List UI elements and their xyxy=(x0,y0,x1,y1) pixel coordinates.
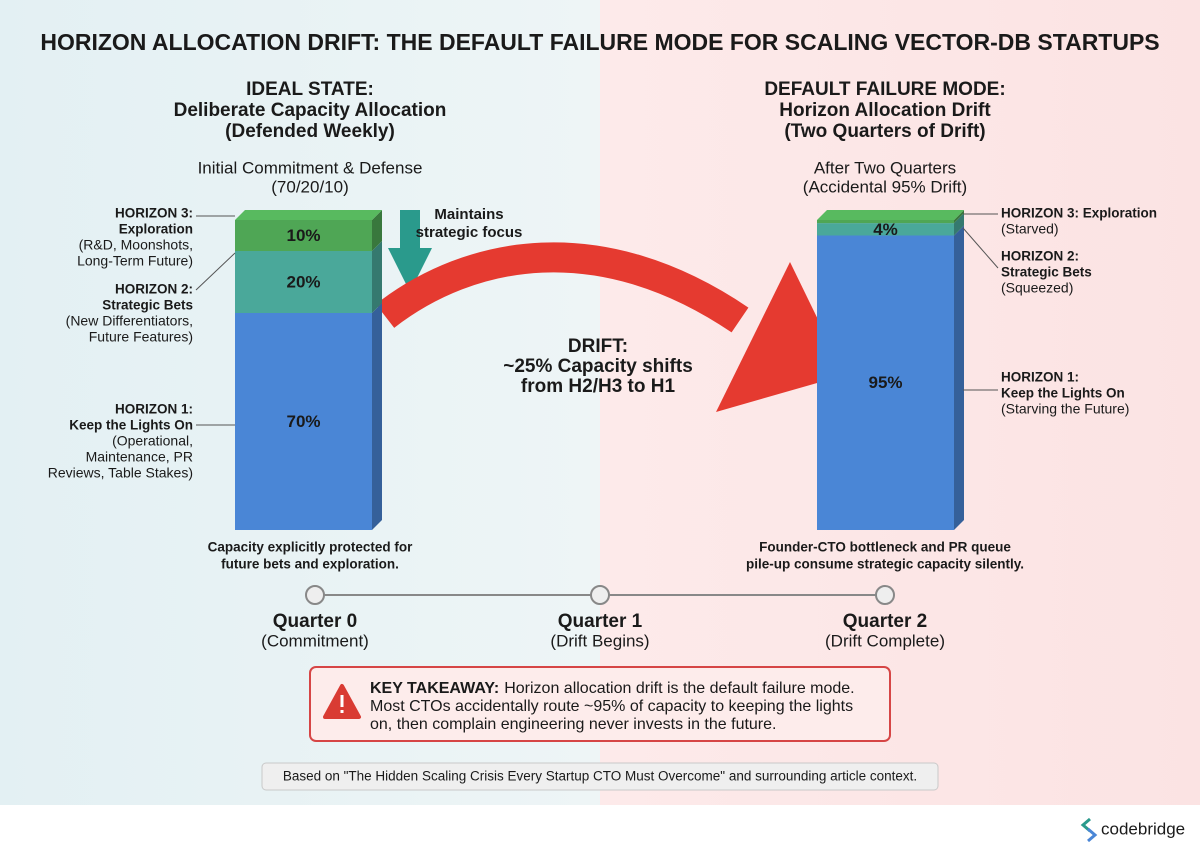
source-box xyxy=(261,762,939,791)
panel-subheading: (Accidental 95% Drift) xyxy=(803,177,967,196)
bar-segment xyxy=(817,220,954,224)
title: HORIZON ALLOCATION DRIFT: THE DEFAULT FA… xyxy=(40,29,1159,55)
bar-top xyxy=(817,210,964,220)
takeaway-text: Most CTOs accidentally route ~95% of cap… xyxy=(370,698,853,715)
horizon-desc: Maintenance, PR xyxy=(86,449,193,465)
timeline-sub: (Commitment) xyxy=(261,631,369,650)
timeline-point xyxy=(590,585,610,605)
horizon-desc: Future Features) xyxy=(89,329,193,345)
brand-name: codebridge xyxy=(1101,819,1185,838)
panel-heading: Deliberate Capacity Allocation xyxy=(174,100,447,121)
timeline-point xyxy=(875,585,895,605)
horizon-desc: (Squeezed) xyxy=(1001,280,1073,296)
caption: future bets and exploration. xyxy=(221,557,399,572)
horizon-title: Strategic Bets xyxy=(102,298,193,313)
panel-subheading: After Two Quarters xyxy=(814,158,956,177)
panel-heading: (Two Quarters of Drift) xyxy=(784,121,985,142)
panel-heading: Horizon Allocation Drift xyxy=(779,100,991,121)
timeline-title: Quarter 2 xyxy=(843,611,927,632)
horizon-desc: Long-Term Future) xyxy=(77,253,193,269)
caption: Capacity explicitly protected for xyxy=(208,540,414,555)
value-label: 4% xyxy=(873,220,898,239)
horizon-title: HORIZON 2: xyxy=(115,282,193,297)
horizon-title: Exploration xyxy=(119,222,193,237)
caption: Founder-CTO bottleneck and PR queue xyxy=(759,540,1011,555)
brand-icon xyxy=(1080,817,1098,843)
bar-segment xyxy=(235,313,372,530)
bar-segment-side xyxy=(954,225,964,530)
takeaway-text: Horizon allocation drift is the default … xyxy=(504,680,854,697)
drift-label: ~25% Capacity shifts xyxy=(503,356,693,377)
timeline-sub: (Drift Complete) xyxy=(825,631,945,650)
focus-note: Maintains xyxy=(434,206,503,223)
timeline-point xyxy=(305,585,325,605)
drift-label: DRIFT: xyxy=(568,336,628,357)
drift-arrow xyxy=(375,242,845,412)
panel-heading: IDEAL STATE: xyxy=(246,79,374,100)
takeaway-line: KEY TAKEAWAY: Horizon allocation drift is… xyxy=(370,680,855,697)
bar-segment xyxy=(235,251,372,313)
bar-segment xyxy=(817,223,954,236)
focus-note: strategic focus xyxy=(416,224,523,241)
horizon-desc: (R&D, Moonshots, xyxy=(79,237,193,253)
connector xyxy=(962,227,999,269)
bar-segment xyxy=(817,235,954,530)
bar-segment-side xyxy=(372,241,382,313)
horizon-title: Keep the Lights On xyxy=(69,418,193,433)
value-label: 10% xyxy=(286,226,320,245)
bar-segment-side xyxy=(954,210,964,224)
bar-segment-side xyxy=(954,213,964,236)
drift-label: from H2/H3 to H1 xyxy=(521,376,676,397)
panel-subheading: (70/20/10) xyxy=(271,177,349,196)
horizon-title: HORIZON 1: xyxy=(115,402,193,417)
horizon-desc: (Operational, xyxy=(112,433,193,449)
bar-segment-side xyxy=(372,303,382,530)
horizon-title: HORIZON 3: xyxy=(115,206,193,221)
timeline-title: Quarter 1 xyxy=(558,611,643,632)
horizon-title: Strategic Bets xyxy=(1001,265,1092,280)
value-label: 20% xyxy=(286,272,320,291)
takeaway-box xyxy=(309,666,891,742)
horizon-desc: (Starved) xyxy=(1001,221,1059,237)
timeline-sub: (Drift Begins) xyxy=(550,631,649,650)
timeline-title: Quarter 0 xyxy=(273,611,357,632)
panel-subheading: Initial Commitment & Defense xyxy=(198,158,423,177)
connector xyxy=(195,252,236,291)
horizon-title: HORIZON 2: xyxy=(1001,249,1079,264)
footer-strip xyxy=(0,805,1200,853)
value-label: 95% xyxy=(868,373,902,392)
horizon-title: HORIZON 1: xyxy=(1001,370,1079,385)
horizon-title: HORIZON 3: Exploration xyxy=(1001,206,1157,221)
horizon-desc: (Starving the Future) xyxy=(1001,401,1129,417)
bar-segment xyxy=(235,220,372,251)
takeaway-label: KEY TAKEAWAY: xyxy=(370,680,499,697)
source-note: Based on "The Hidden Scaling Crisis Ever… xyxy=(283,769,917,784)
focus-arrow xyxy=(388,210,432,292)
bar-top xyxy=(235,210,382,220)
panel-heading: DEFAULT FAILURE MODE: xyxy=(764,79,1005,100)
horizon-desc: Reviews, Table Stakes) xyxy=(48,465,193,481)
horizon-title: Keep the Lights On xyxy=(1001,386,1125,401)
takeaway-text: on, then complain engineering never inve… xyxy=(370,716,776,733)
warning-icon xyxy=(323,684,361,719)
caption: pile-up consume strategic capacity silen… xyxy=(746,557,1024,572)
horizon-desc: (New Differentiators, xyxy=(66,313,193,329)
bar-segment-side xyxy=(372,210,382,251)
value-label: 70% xyxy=(286,412,320,431)
panel-heading: (Defended Weekly) xyxy=(225,121,395,142)
